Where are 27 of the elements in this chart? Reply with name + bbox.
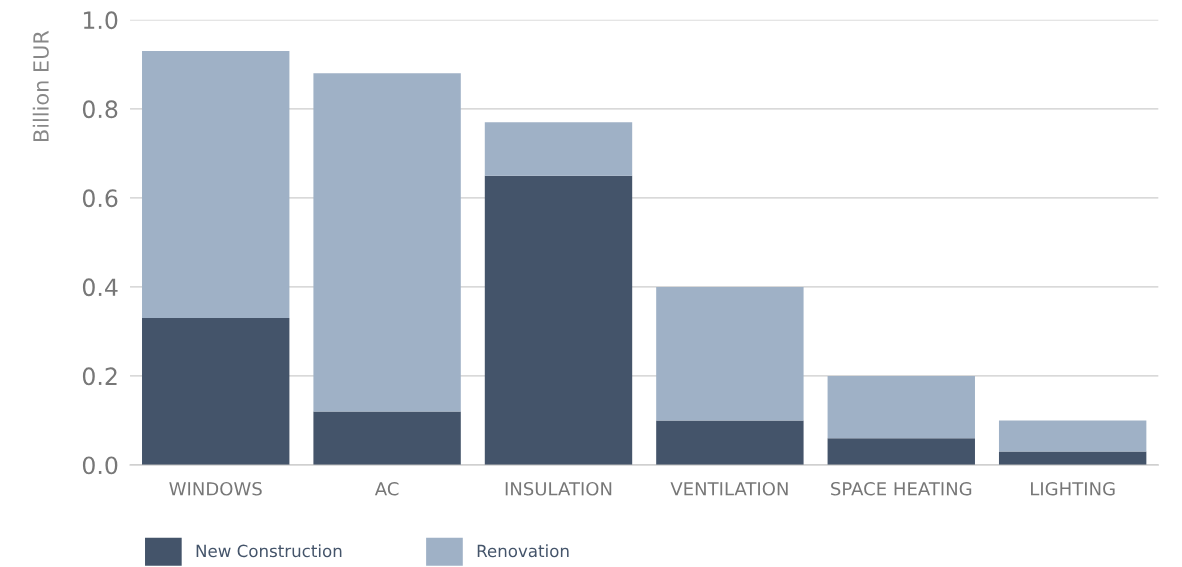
x-tick-label: AC (374, 481, 399, 496)
x-tick-label: INSULATION (505, 481, 612, 496)
y-tick-label: 1.0 (83, 11, 118, 30)
y-tick-label: 0.0 (82, 456, 118, 475)
bar (313, 411, 461, 465)
x-tick-label: SPACE HEATING (831, 481, 972, 496)
y-tick-label: 0.6 (82, 189, 118, 208)
bar (998, 420, 1147, 452)
bar (142, 51, 290, 319)
y-tick-label: 0.4 (82, 278, 118, 297)
legend-label: Renovation (477, 544, 569, 558)
bar (827, 438, 975, 465)
bar (484, 175, 633, 465)
x-tick-label: WINDOWS (169, 481, 262, 496)
y-axis-title: Billion EUR (32, 30, 49, 142)
y-tick-label: 0.2 (82, 367, 117, 386)
bar (142, 318, 290, 465)
bar (827, 375, 975, 439)
y-tick-label: 0.8 (82, 100, 118, 119)
bar (998, 451, 1147, 465)
bar (484, 122, 633, 176)
bar (656, 286, 804, 421)
x-tick-label: LIGHTING (1031, 481, 1115, 496)
legend-label: New Construction (196, 544, 342, 558)
bar (656, 420, 804, 465)
bar (313, 73, 461, 412)
x-tick-label: VENTILATION (670, 481, 788, 496)
